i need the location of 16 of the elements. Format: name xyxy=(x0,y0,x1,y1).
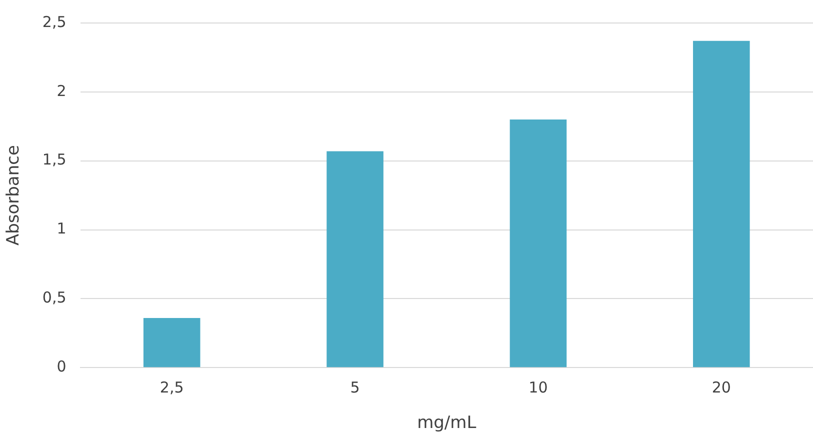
y-tick-label: 1 xyxy=(56,220,66,238)
x-axis-title: mg/mL xyxy=(417,413,477,434)
y-tick-label: 0 xyxy=(56,357,66,376)
x-tick-label: 5 xyxy=(350,378,360,396)
y-tick-label: 2,5 xyxy=(42,12,66,31)
y-tick-label: 0,5 xyxy=(42,288,66,307)
x-tick-label: 20 xyxy=(712,378,731,396)
x-tick-label: 10 xyxy=(528,378,548,396)
y-tick-label: 2 xyxy=(56,82,66,100)
y-tick-label: 1,5 xyxy=(42,150,66,169)
bar xyxy=(143,318,200,368)
x-tick-label: 2,5 xyxy=(160,378,184,396)
bar xyxy=(510,119,567,368)
bar xyxy=(326,151,384,368)
bar xyxy=(693,40,750,368)
y-axis-title: Absorbance xyxy=(4,145,24,246)
